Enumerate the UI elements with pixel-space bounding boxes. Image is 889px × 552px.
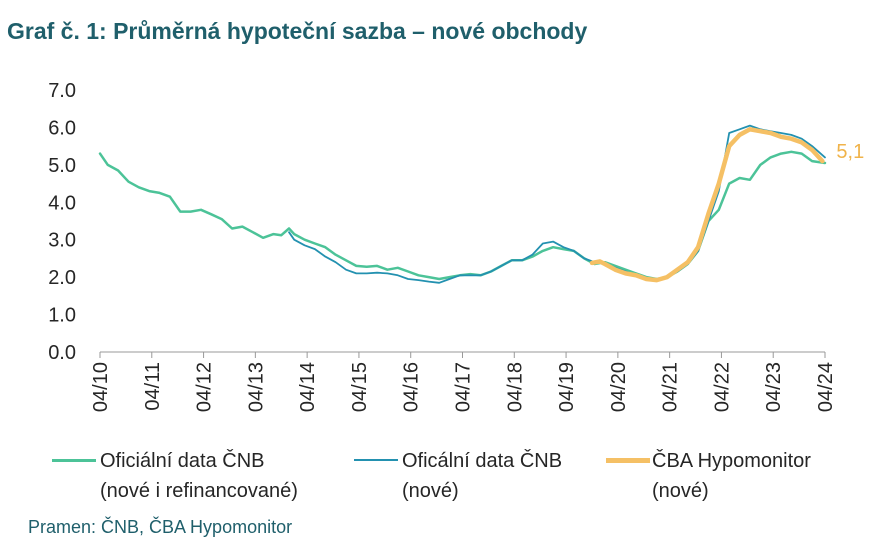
legend: Oficiální data ČNB (nové i refinancované… [0, 446, 889, 516]
series-line-cnb-new [288, 124, 826, 284]
x-tick-label: 04/20 [608, 362, 630, 412]
y-axis-labels: 0.0 1.0 2.0 3.0 4.0 5.0 6.0 7.0 [48, 80, 76, 364]
legend-swatch-cnb-new [354, 459, 398, 461]
chart-title: Graf č. 1: Průměrná hypoteční sazba – no… [7, 18, 588, 44]
x-tick-label: 04/23 [763, 362, 785, 412]
y-tick-label: 4.0 [48, 192, 76, 214]
x-tick-label: 04/21 [660, 362, 682, 412]
legend-label-hypomonitor: ČBA Hypomonitor [652, 450, 811, 472]
legend-swatch-cnb-all [52, 459, 96, 462]
series-line-cnb-all [98, 150, 827, 281]
y-tick-label: 5.0 [48, 155, 76, 177]
legend-sublabel-cnb-new: (nové) [402, 480, 459, 502]
end-value-label: 5,1 [836, 141, 864, 163]
y-tick-label: 6.0 [48, 117, 76, 139]
x-tick-label: 04/13 [245, 362, 267, 412]
x-tick-label: 04/22 [711, 362, 733, 412]
legend-sublabel-cnb-all: (nové i refinancované) [100, 480, 298, 502]
x-tick-label: 04/14 [297, 362, 319, 412]
legend-sublabel-hypomonitor: (nové) [652, 480, 709, 502]
y-tick-label: 0.0 [48, 342, 76, 364]
y-tick-label: 7.0 [48, 80, 76, 102]
x-tick-label: 04/12 [194, 362, 216, 412]
series-group [98, 124, 827, 284]
source-note: Pramen: ČNB, ČBA Hypomonitor [28, 517, 293, 537]
x-axis-labels: 04/10 04/11 04/12 04/13 04/14 04/15 04/16 04/17… [90, 362, 837, 412]
series-line-hypomonitor [589, 127, 825, 283]
y-tick-label: 3.0 [48, 230, 76, 252]
x-tick-label: 04/10 [90, 362, 112, 412]
x-tick-label: 04/18 [504, 362, 526, 412]
x-tick-label: 04/17 [453, 362, 475, 412]
y-tick-label: 2.0 [48, 267, 76, 289]
x-tick-label: 04/16 [401, 362, 423, 412]
legend-label-cnb-all: Oficiální data ČNB [100, 450, 265, 472]
legend-label-cnb-new: Oficální data ČNB [402, 450, 563, 472]
x-tick-label: 04/19 [556, 362, 578, 412]
legend-swatch-hypomonitor [606, 458, 650, 463]
y-tick-label: 1.0 [48, 305, 76, 327]
x-tick-label: 04/24 [815, 362, 837, 412]
x-tick-label: 04/15 [349, 362, 371, 412]
x-axis-ticks [99, 352, 826, 358]
line-chart: 0.0 1.0 2.0 3.0 4.0 5.0 6.0 7.0 04/10 04/11 04/12… [48, 80, 864, 412]
x-tick-label: 04/11 [142, 362, 164, 411]
